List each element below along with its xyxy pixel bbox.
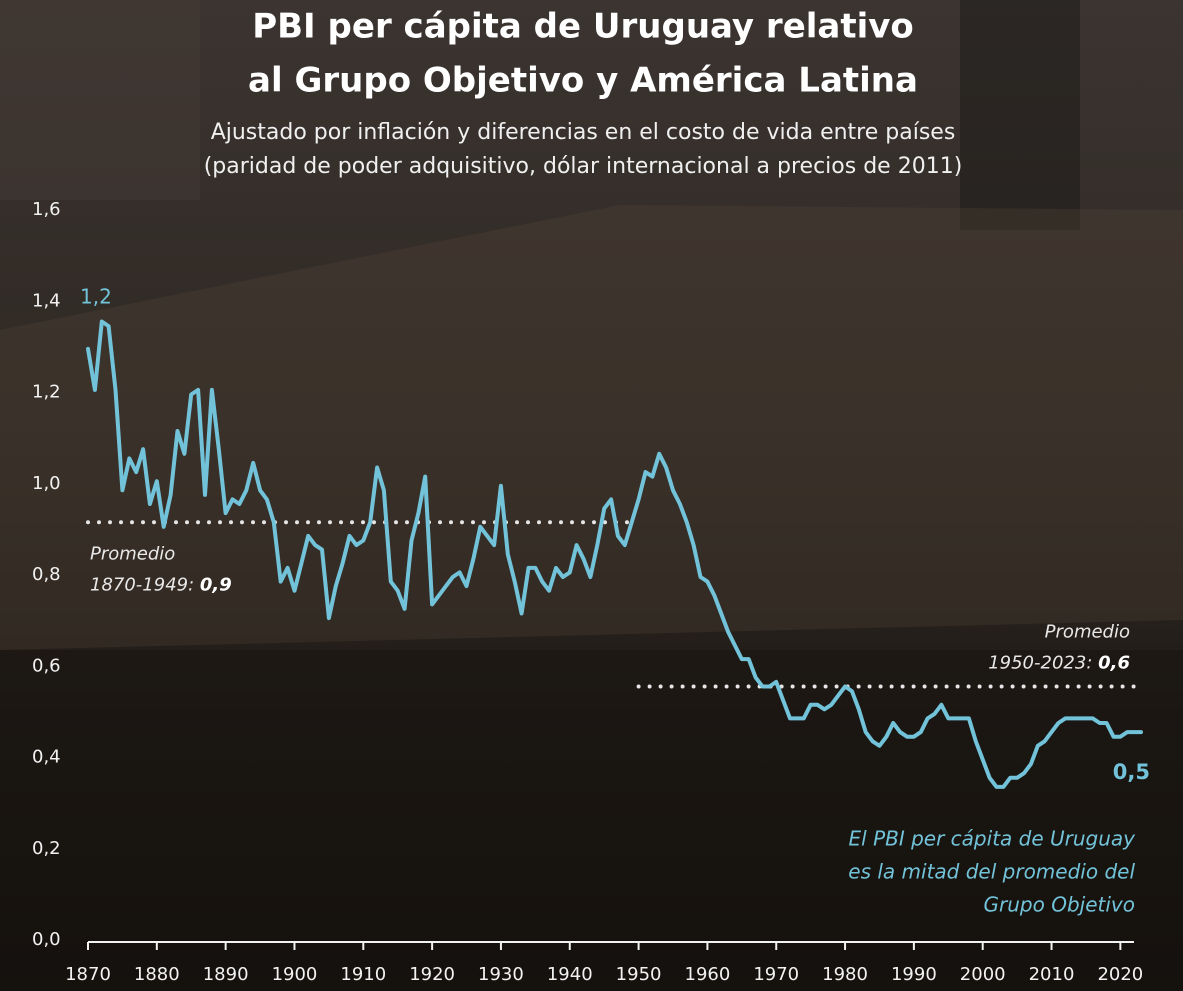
x-tick-label: 2010 xyxy=(1029,964,1075,985)
x-tick-label: 1930 xyxy=(478,964,524,985)
y-tick-label: 0,6 xyxy=(32,655,61,676)
average-label: Promedio xyxy=(1045,622,1130,643)
average-value: 0,6 xyxy=(1098,653,1130,674)
x-tick-label: 1950 xyxy=(616,964,662,985)
background-building xyxy=(0,0,200,200)
chart-title: PBI per cápita de Uruguay relativo xyxy=(252,7,914,47)
x-tick-label: 1870 xyxy=(65,964,111,985)
x-tick-label: 1880 xyxy=(134,964,180,985)
end-label: 0,5 xyxy=(1113,760,1150,784)
average-period: 1870-1949: xyxy=(90,574,200,595)
average-label: Promedio xyxy=(90,543,175,564)
y-tick-label: 1,6 xyxy=(32,199,61,220)
x-tick-label: 2020 xyxy=(1097,964,1143,985)
average-label: 1870-1949: 0,9 xyxy=(90,574,232,595)
y-tick-label: 0,4 xyxy=(32,747,61,768)
background-water xyxy=(0,650,1183,991)
x-tick-label: 1890 xyxy=(203,964,249,985)
chart-subtitle: (paridad de poder adquisitivo, dólar int… xyxy=(204,154,963,179)
chart-subtitle: Ajustado por inflación y diferencias en … xyxy=(211,120,956,145)
x-tick-label: 2000 xyxy=(960,964,1006,985)
y-tick-label: 1,2 xyxy=(32,382,61,403)
background-building xyxy=(960,0,1080,230)
x-tick-label: 1980 xyxy=(822,964,868,985)
note: Grupo Objetivo xyxy=(984,893,1135,917)
x-tick-label: 1920 xyxy=(409,964,455,985)
chart: PBI per cápita de Uruguay relativo al Gr… xyxy=(0,0,1183,991)
y-tick-label: 1,4 xyxy=(32,290,61,311)
x-tick-label: 1900 xyxy=(272,964,318,985)
x-tick-label: 1970 xyxy=(753,964,799,985)
y-tick-label: 0,2 xyxy=(32,838,61,859)
average-period: 1950-2023: xyxy=(988,653,1098,674)
y-tick-label: 0,8 xyxy=(32,564,61,585)
average-value: 0,9 xyxy=(200,574,232,595)
x-tick-label: 1990 xyxy=(891,964,937,985)
average-label: 1950-2023: 0,6 xyxy=(988,653,1130,674)
chart-title: al Grupo Objetivo y América Latina xyxy=(248,61,918,101)
y-tick-label: 1,0 xyxy=(32,473,61,494)
x-tick-label: 1940 xyxy=(547,964,593,985)
x-tick-label: 1960 xyxy=(685,964,731,985)
x-tick-label: 1910 xyxy=(340,964,386,985)
note: es la mitad del promedio del xyxy=(848,860,1135,884)
y-tick-label: 0,0 xyxy=(32,929,61,950)
note: El PBI per cápita de Uruguay xyxy=(849,827,1137,851)
start-label: 1,2 xyxy=(80,285,112,309)
